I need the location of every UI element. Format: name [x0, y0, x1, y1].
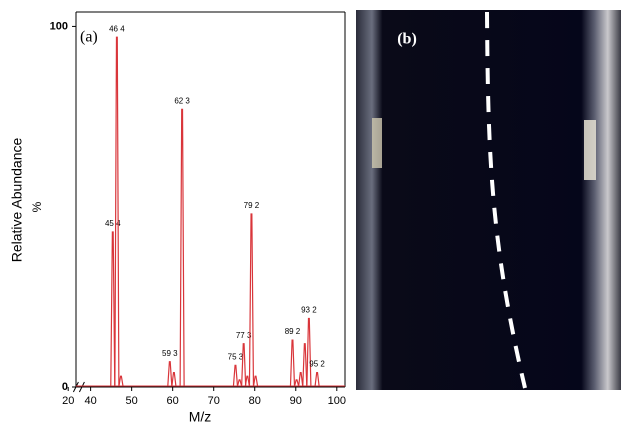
peak: [298, 371, 304, 387]
peak-label: 93 2: [301, 306, 317, 315]
peak: [171, 371, 177, 387]
chart: (a) Relative Abundance % M/z 0 100 20 40 50 6…: [9, 11, 346, 425]
panel-label: (a): [80, 29, 98, 46]
peak: [167, 361, 173, 387]
peak: [236, 379, 243, 387]
peak: [302, 343, 308, 387]
peak: [110, 231, 116, 387]
y-tick-label: 100: [50, 20, 68, 32]
x-axis-label: M/z: [189, 409, 212, 425]
x-tick-label: 90: [290, 395, 302, 407]
y-axis-label: Relative Abundance: [9, 138, 25, 263]
y-tick-label: 0: [62, 381, 68, 393]
peak: [241, 343, 247, 387]
peak: [314, 371, 320, 387]
peak-label: 95 2: [309, 360, 325, 369]
peak: [294, 379, 300, 387]
peak: [114, 36, 120, 387]
photo-panel: (b): [356, 10, 621, 390]
dashed-curve: [485, 11, 527, 389]
x-tick-label: 60: [167, 395, 179, 407]
photo-highlight: [372, 118, 382, 168]
y-unit: %: [30, 201, 44, 212]
x-tick-label: 70: [208, 395, 220, 407]
x-tick-label: 20: [62, 395, 74, 407]
photo: [356, 10, 621, 390]
peak: [306, 317, 312, 387]
peak-label: 79 2: [244, 201, 260, 210]
peak: [118, 375, 124, 387]
peak: [289, 339, 296, 387]
peak: [179, 108, 185, 387]
x-tick-label: 40: [84, 395, 96, 407]
peak: [252, 375, 259, 387]
panel-label: (b): [397, 31, 417, 48]
peak-label: 45 4: [105, 219, 121, 228]
peak-label: 59 3: [162, 349, 178, 358]
x-tick-label: 80: [249, 395, 261, 407]
peak: [232, 364, 239, 387]
peak-label: 77 3: [236, 331, 252, 340]
peak-label: 75 3: [228, 352, 244, 361]
peak-label: 46 4: [109, 24, 125, 33]
peak-label: 89 2: [285, 327, 301, 336]
photo-highlight: [584, 120, 596, 180]
peak-label: 62 3: [174, 96, 190, 105]
x-tick-label: 50: [126, 395, 138, 407]
x-tick-label: 100: [328, 395, 346, 407]
peak: [248, 213, 255, 387]
peak: [244, 375, 250, 387]
